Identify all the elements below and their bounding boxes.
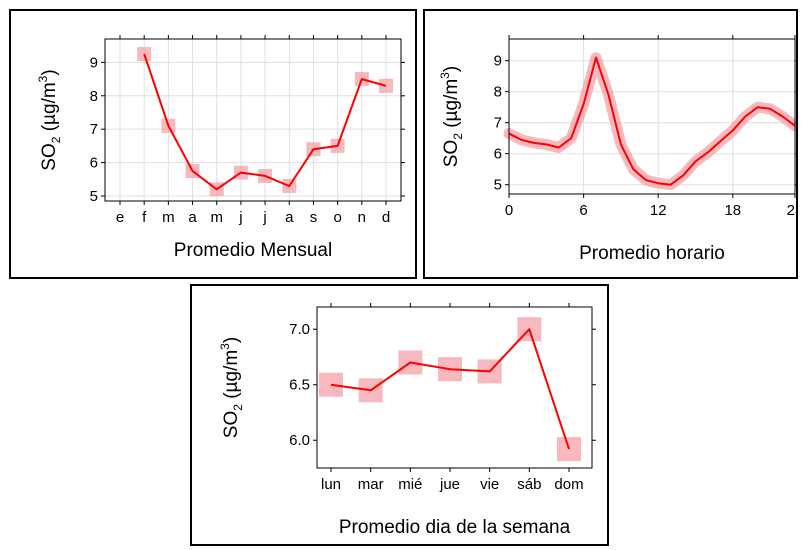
y-title-unit: (µg/m: [221, 350, 242, 404]
x-tick-label: e: [116, 209, 124, 226]
y-title-subscript: 2: [49, 136, 63, 143]
x-tick-label: n: [358, 209, 366, 226]
monthly-panel: 5 6 7 8 9 e f m a m j j a s o n d Promedio Mensual SO2 (µg…: [9, 9, 417, 279]
y-tick-label: 7: [90, 121, 98, 138]
x-tick-label: 0: [505, 202, 513, 219]
ci-band: [503, 52, 796, 191]
x-tick-label: s: [310, 209, 318, 226]
y-tick-label: 6: [90, 155, 98, 172]
y-tick-label: 6.5: [289, 377, 310, 394]
y-tick-label: 9: [90, 54, 98, 71]
x-tick-label: a: [188, 209, 197, 226]
plot-frame: [508, 38, 796, 195]
x-tick-label: a: [285, 209, 294, 226]
x-axis-title: Promedio Mensual: [174, 240, 332, 261]
y-title-close: ): [39, 69, 60, 75]
x-tick-label: j: [262, 209, 266, 226]
x-axis-title: Promedio dia de la semana: [339, 517, 571, 538]
y-title-close: ): [221, 337, 242, 343]
x-tick-label: vie: [480, 476, 499, 493]
x-tick-label: j: [238, 209, 242, 226]
y-title-superscript: 3: [36, 75, 50, 82]
x-tick-label: m: [210, 209, 223, 226]
y-title-subscript: 2: [231, 404, 245, 411]
y-title-species: SO: [39, 143, 60, 170]
x-tick-label: mié: [398, 476, 422, 493]
y-tick-label: 7: [494, 115, 502, 132]
series-line: [508, 56, 796, 186]
y-tick-label: 6.0: [289, 432, 310, 449]
x-tick-label: dom: [554, 476, 583, 493]
x-tick-label: o: [333, 209, 341, 226]
y-tick-label: 5: [90, 188, 98, 205]
series-line: [330, 328, 570, 450]
y-title-subscript: 2: [451, 133, 465, 140]
x-tick-label: 18: [724, 202, 741, 219]
y-title-unit: (µg/m: [441, 79, 462, 133]
plot-frame: [316, 306, 593, 469]
y-title-unit: (µg/m: [39, 82, 60, 136]
x-tick-label: f: [142, 209, 147, 226]
x-tick-label: 12: [650, 202, 667, 219]
y-title-superscript: 3: [218, 343, 232, 350]
weekday-chart: 6.0 6.5 7.0 lun mar mié jue vie sáb dom Promedio d…: [218, 303, 596, 538]
x-tick-label: mar: [358, 476, 384, 493]
x-tick-label: m: [162, 209, 175, 226]
y-title-species: SO: [441, 140, 462, 167]
x-tick-label: sáb: [517, 476, 541, 493]
y-tick-label: 8: [90, 88, 98, 105]
y-axis-title: SO2 (µg/m3): [438, 66, 465, 167]
x-tick-label: d: [382, 209, 390, 226]
x-tick-label: 23: [787, 202, 796, 219]
y-title-superscript: 3: [438, 72, 452, 79]
y-tick-label: 5: [494, 177, 502, 194]
y-tick-label: 7.0: [289, 321, 310, 338]
plot-frame: [104, 38, 402, 202]
y-tick-label: 8: [494, 84, 502, 101]
y-axis-title: SO2 (µg/m3): [218, 337, 245, 438]
y-tick-label: 9: [494, 53, 502, 70]
y-tick-label: 6: [494, 146, 502, 163]
y-title-species: SO: [221, 411, 242, 438]
ci-marker: [557, 437, 581, 462]
y-title-close: ): [441, 66, 462, 72]
x-tick-label: jue: [439, 476, 460, 493]
x-axis-title: Promedio horario: [579, 243, 725, 264]
x-tick-label: 6: [579, 202, 587, 219]
series-line: [143, 53, 387, 191]
x-tick-label: lun: [321, 476, 341, 493]
y-axis-title: SO2 (µg/m3): [36, 69, 63, 170]
weekday-panel: 6.0 6.5 7.0 lun mar mié jue vie sáb dom Promedio d…: [190, 284, 609, 546]
